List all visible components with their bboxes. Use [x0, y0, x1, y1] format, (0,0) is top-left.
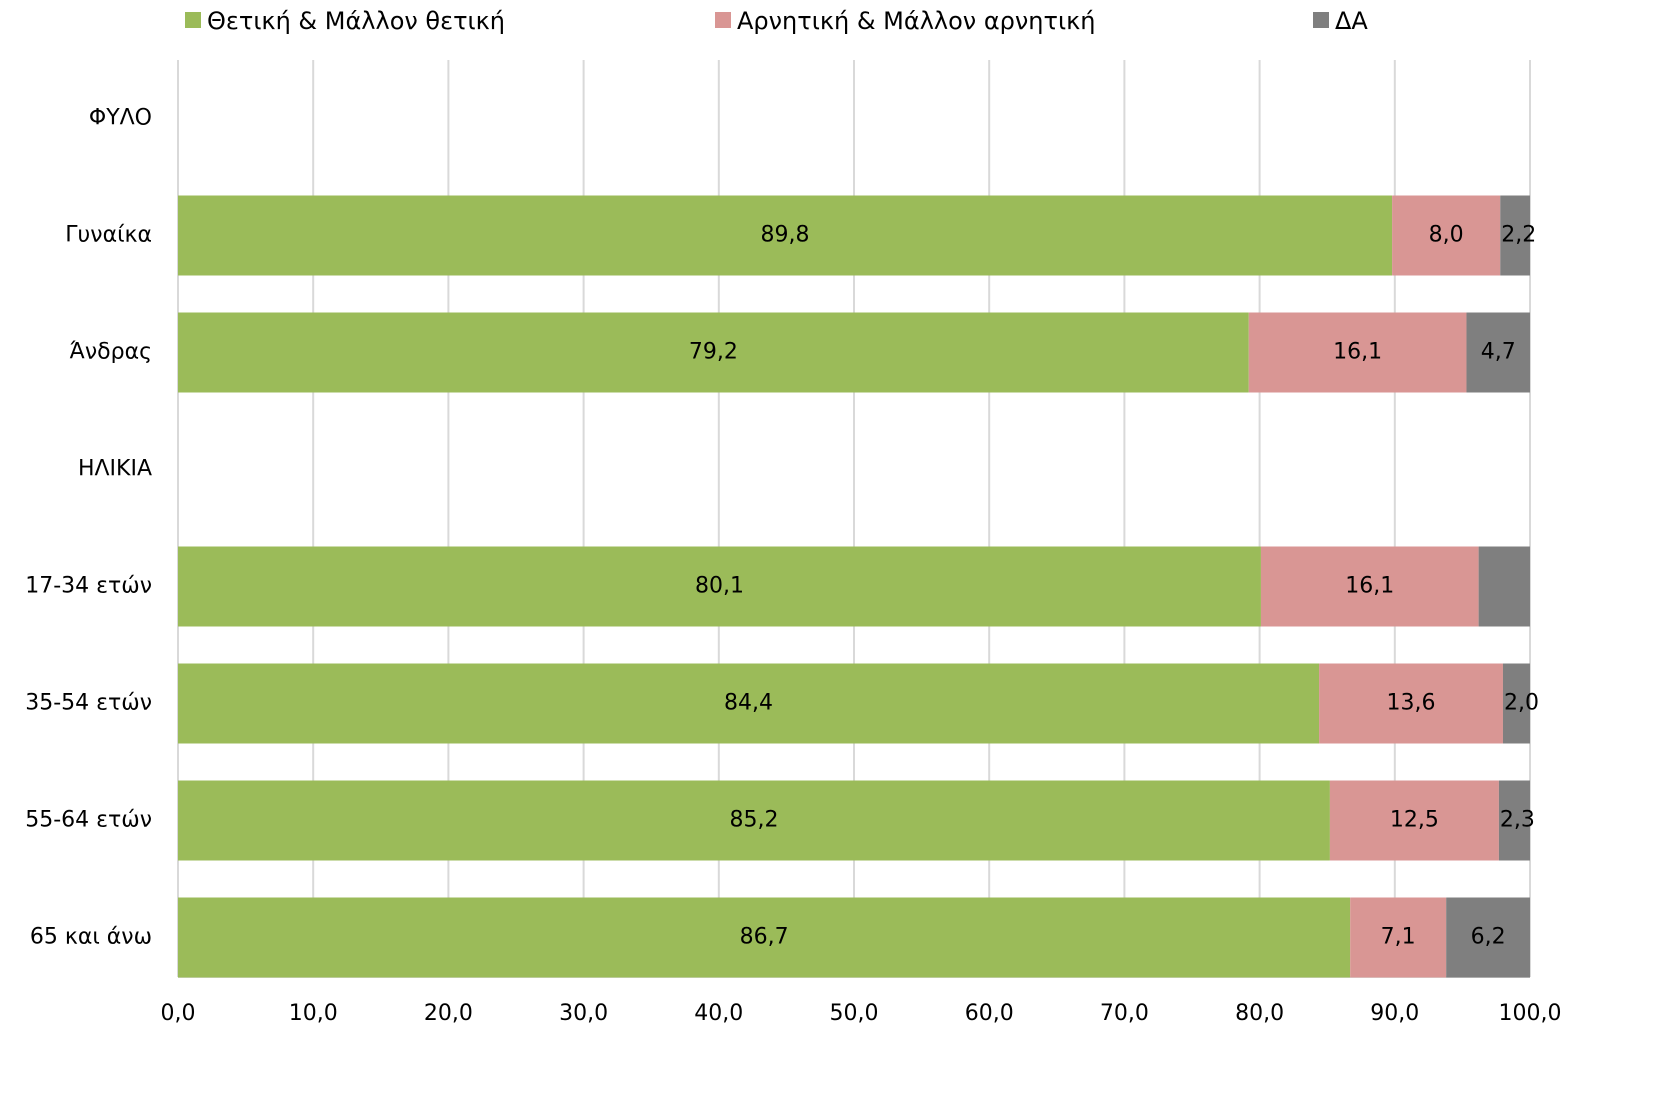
data-label: 12,5	[1390, 808, 1439, 833]
data-label: 89,8	[761, 223, 810, 248]
data-label: 86,7	[740, 925, 789, 950]
y-tick-label: 55-64 ετών	[25, 808, 152, 833]
legend-swatch	[715, 12, 731, 28]
x-tick-label: 100,0	[1499, 1001, 1562, 1026]
bar-segment	[1466, 312, 1530, 393]
y-tick-label: ΦΥΛΟ	[89, 106, 152, 131]
data-label: 80,1	[695, 574, 744, 599]
x-tick-label: 0,0	[161, 1001, 196, 1026]
legend-swatch	[185, 12, 201, 28]
bar-segment	[1248, 312, 1467, 393]
x-tick-label: 90,0	[1370, 1001, 1419, 1026]
y-tick-label: Γυναίκα	[65, 223, 152, 248]
y-tick-label: 35-54 ετών	[25, 691, 152, 716]
bar-segment	[1350, 897, 1447, 978]
bar-segment	[1446, 897, 1530, 978]
bar-segment	[178, 663, 1320, 744]
data-label: 84,4	[724, 691, 773, 716]
data-label: 16,1	[1345, 574, 1394, 599]
x-tick-label: 80,0	[1235, 1001, 1284, 1026]
data-label: 85,2	[729, 808, 778, 833]
y-tick-label: Άνδρας	[70, 340, 152, 365]
data-label: 4,7	[1481, 340, 1516, 365]
legend-label: ΔΑ	[1335, 7, 1368, 35]
legend-label: Αρνητική & Μάλλον αρνητική	[737, 7, 1095, 35]
y-tick-label: 17-34 ετών	[25, 574, 152, 599]
bar-segment	[1392, 195, 1501, 276]
bar-segment	[1319, 663, 1503, 744]
bar-segment	[178, 312, 1249, 393]
bar-segment	[1498, 780, 1530, 861]
x-tick-label: 50,0	[830, 1001, 879, 1026]
data-label: 16,1	[1333, 340, 1382, 365]
x-tick-label: 10,0	[289, 1001, 338, 1026]
bar-segment	[178, 195, 1393, 276]
data-label: 7,1	[1381, 925, 1416, 950]
bar-segment	[178, 780, 1330, 861]
x-tick-label: 20,0	[424, 1001, 473, 1026]
y-tick-label: ΗΛΙΚΙΑ	[78, 457, 152, 482]
data-label: 79,2	[689, 340, 738, 365]
data-label: 2,2	[1501, 223, 1536, 248]
legend-label: Θετική & Μάλλον θετική	[207, 7, 505, 35]
data-label: 2,3	[1500, 808, 1535, 833]
data-label: 13,6	[1387, 691, 1436, 716]
x-tick-label: 40,0	[694, 1001, 743, 1026]
bar-segment	[1502, 663, 1530, 744]
bar-segment	[1329, 780, 1499, 861]
bar-segment	[1260, 546, 1479, 627]
x-tick-label: 60,0	[965, 1001, 1014, 1026]
bar-segment	[1500, 195, 1530, 276]
data-label: 8,0	[1429, 223, 1464, 248]
bar-segment	[1478, 546, 1530, 627]
legend-swatch	[1313, 12, 1329, 28]
x-tick-label: 70,0	[1100, 1001, 1149, 1026]
bar-segment	[178, 546, 1261, 627]
bar-segment	[178, 897, 1351, 978]
data-label: 2,0	[1504, 691, 1539, 716]
y-tick-label: 65 και άνω	[30, 925, 152, 950]
data-label: 6,2	[1471, 925, 1506, 950]
x-tick-label: 30,0	[559, 1001, 608, 1026]
